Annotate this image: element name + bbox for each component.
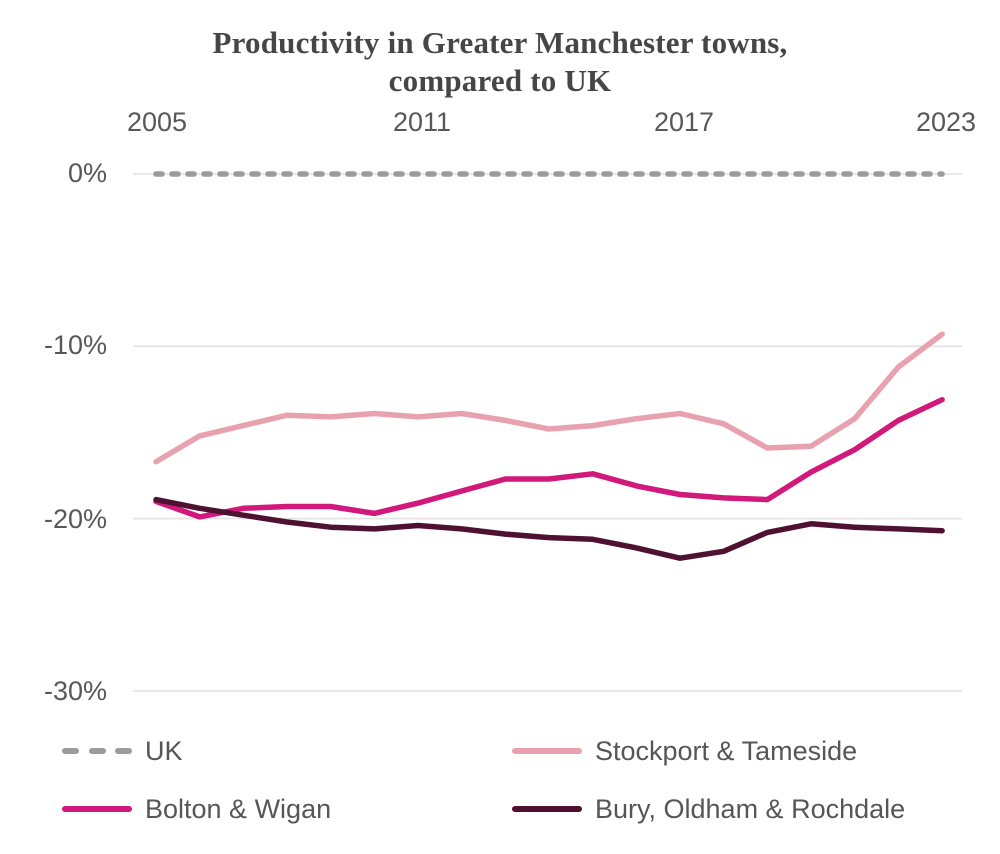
legend-label-bury-oldham-rochdale: Bury, Oldham & Rochdale bbox=[595, 793, 906, 824]
legend-item-uk: UK bbox=[62, 726, 512, 776]
y-tick-m20: -20% bbox=[43, 504, 107, 534]
bury-line-swatch bbox=[512, 806, 582, 812]
y-tick-0: 0% bbox=[67, 158, 107, 188]
series-line-bury-oldham-rochdale bbox=[153, 496, 945, 561]
y-tick-m30: -30% bbox=[43, 676, 107, 706]
x-tick-2005: 2005 bbox=[126, 107, 188, 137]
x-tick-2017: 2017 bbox=[653, 107, 715, 137]
series-line-bolton-wigan bbox=[153, 396, 945, 520]
chart-title-line1: Productivity in Greater Manchester towns… bbox=[212, 25, 788, 60]
x-tick-2011: 2011 bbox=[392, 107, 452, 137]
legend-item-stockport-tameside: Stockport & Tameside bbox=[512, 726, 962, 776]
legend-dash-segment bbox=[88, 748, 106, 754]
uk-dashed-line-swatch bbox=[62, 748, 132, 754]
legend-item-bury-oldham-rochdale: Bury, Oldham & Rochdale bbox=[512, 784, 962, 834]
x-tick-2023: 2023 bbox=[915, 107, 977, 137]
legend-dash-segment bbox=[62, 748, 79, 754]
stockport-line-swatch bbox=[512, 748, 582, 754]
legend-item-bolton-wigan: Bolton & Wigan bbox=[62, 784, 512, 834]
legend-dash-segment bbox=[115, 748, 132, 754]
y-tick-m10: -10% bbox=[43, 330, 107, 360]
chart-title-line2: compared to UK bbox=[388, 62, 612, 98]
bolton-line-swatch bbox=[62, 806, 132, 812]
legend-label-uk: UK bbox=[145, 735, 183, 766]
chart-legend: UK Stockport & Tameside Bolton & Wigan B… bbox=[62, 726, 962, 834]
chart-title: Productivity in Greater Manchester towns… bbox=[0, 24, 1000, 100]
legend-label-bolton-wigan: Bolton & Wigan bbox=[145, 793, 332, 824]
legend-label-stockport-tameside: Stockport & Tameside bbox=[595, 735, 858, 766]
series-line-stockport-tameside bbox=[153, 331, 945, 465]
